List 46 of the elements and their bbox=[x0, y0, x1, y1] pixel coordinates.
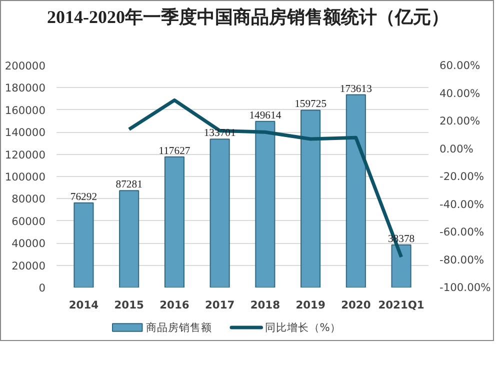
y-tick-label: 80000 bbox=[12, 192, 46, 206]
bar bbox=[346, 94, 366, 288]
y-tick-label: 140000 bbox=[4, 126, 46, 140]
y2-tick-label: -20.00% bbox=[440, 170, 484, 183]
y-tick-label: 160000 bbox=[4, 104, 46, 117]
x-tick-label: 2016 bbox=[160, 298, 190, 312]
y-tick-label: 40000 bbox=[12, 237, 46, 250]
y-tick-label: 200000 bbox=[4, 60, 46, 72]
y2-tick-label: 0.00% bbox=[440, 142, 474, 156]
y-tick-label: 20000 bbox=[12, 259, 46, 272]
y2-tick-label: 20.00% bbox=[440, 114, 480, 128]
legend-label: 商品房销售额 bbox=[146, 321, 212, 334]
bar bbox=[391, 244, 412, 288]
x-tick-label: 2018 bbox=[250, 298, 280, 312]
x-tick-label: 2021Q1 bbox=[378, 298, 424, 312]
data-label: 173613 bbox=[340, 84, 372, 95]
y-tick-label: 180000 bbox=[4, 82, 46, 95]
x-tick-label: 2017 bbox=[204, 298, 235, 312]
y-tick-label: 120000 bbox=[4, 148, 46, 162]
data-label: 87281 bbox=[116, 180, 142, 191]
data-label: 76292 bbox=[70, 192, 98, 203]
y-tick-label: 100000 bbox=[4, 170, 46, 184]
y2-tick-label: -60.00% bbox=[440, 226, 484, 238]
x-tick-label: 2020 bbox=[341, 298, 371, 312]
bar bbox=[255, 120, 276, 288]
x-tick-label: 2014 bbox=[68, 298, 99, 312]
y2-tick-label: -80.00% bbox=[440, 253, 484, 266]
y2-tick-label: 60.00% bbox=[440, 59, 480, 72]
y2-tick-label: 40.00% bbox=[440, 86, 480, 100]
legend-label: 同比增长（%） bbox=[264, 321, 341, 334]
bar bbox=[74, 202, 94, 288]
chart-title: 2014-2020年一季度中国商品房销售额统计（亿元） bbox=[47, 6, 449, 29]
data-label: 149614 bbox=[249, 110, 282, 122]
data-label: 159725 bbox=[294, 99, 327, 110]
bar bbox=[210, 138, 230, 288]
bar bbox=[300, 110, 321, 288]
y2-tick-label: -40.00% bbox=[440, 198, 484, 211]
y2-tick-label: -100.00% bbox=[440, 281, 491, 294]
data-label: 117627 bbox=[158, 146, 191, 157]
bar bbox=[164, 156, 184, 288]
bar bbox=[119, 190, 140, 288]
x-tick-label: 2019 bbox=[296, 298, 326, 312]
y-tick-label: 60000 bbox=[12, 214, 46, 228]
x-tick-label: 2015 bbox=[114, 298, 144, 312]
data-label: 133701 bbox=[204, 128, 236, 140]
y-tick-label: 0 bbox=[38, 282, 46, 294]
